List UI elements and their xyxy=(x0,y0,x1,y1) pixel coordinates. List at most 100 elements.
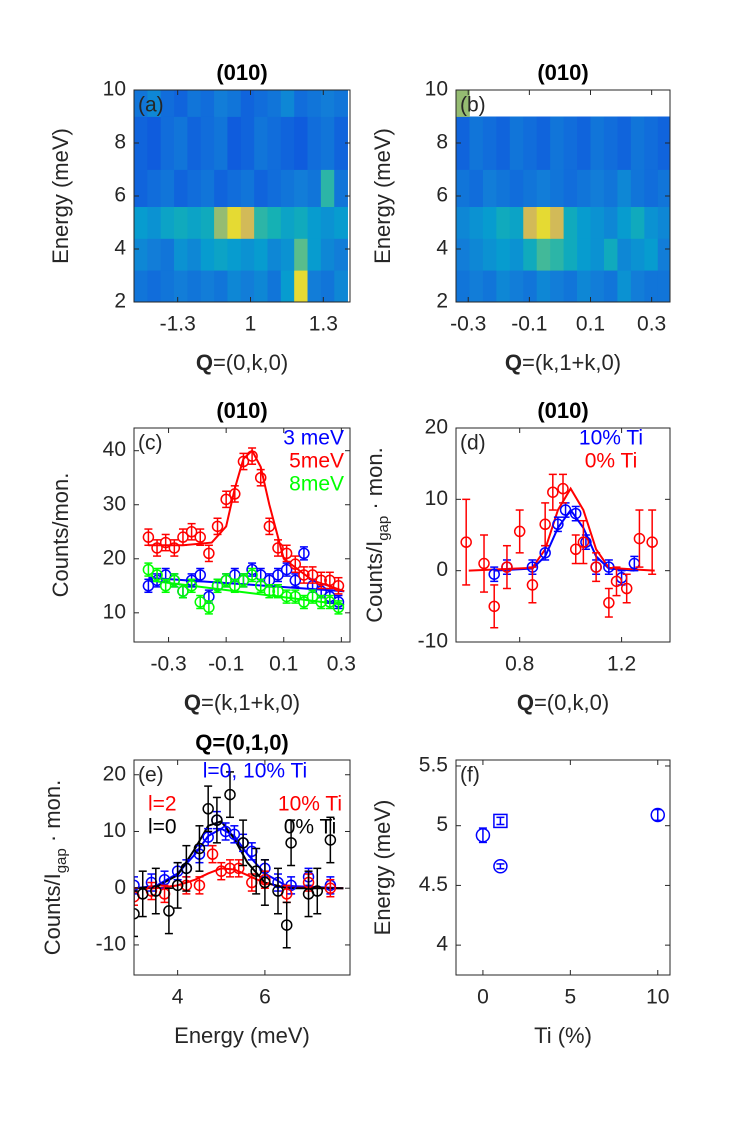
point xyxy=(559,504,572,516)
heatmap-cell xyxy=(603,238,618,271)
y-tick-label: 30 xyxy=(103,492,126,515)
label-part: Q xyxy=(184,690,201,715)
plot-area xyxy=(475,807,666,874)
point xyxy=(526,579,539,591)
point xyxy=(185,526,198,538)
heatmap-cell xyxy=(603,116,618,170)
point xyxy=(250,865,262,877)
heatmap-cell xyxy=(482,116,497,170)
chart-title: Q=(0,1,0) xyxy=(195,730,289,755)
heatmap-cell xyxy=(307,206,322,239)
point xyxy=(263,520,276,533)
point xyxy=(259,876,271,889)
heatmap-cell xyxy=(657,169,670,207)
heatmap-cell xyxy=(267,238,282,271)
label-part: · mon. xyxy=(362,447,387,515)
axis-label: Q=(k,1+k,0) xyxy=(505,350,621,375)
error-bar xyxy=(234,859,243,878)
heatmap-cell xyxy=(200,206,215,239)
point xyxy=(324,574,336,587)
heatmap-cell xyxy=(267,206,282,239)
point xyxy=(289,574,302,587)
heatmap-cell xyxy=(536,238,551,271)
error-bar xyxy=(252,847,261,895)
point xyxy=(298,547,310,560)
heatmap-cell xyxy=(174,116,188,170)
error-bar xyxy=(326,816,335,864)
point xyxy=(168,574,181,587)
x-tick-label: -0.3 xyxy=(450,313,486,336)
heatmap-cell xyxy=(563,169,578,207)
point xyxy=(151,569,163,581)
error-bar xyxy=(173,861,182,909)
panel-letter: (f) xyxy=(460,764,480,787)
heatmap-cell xyxy=(307,270,322,302)
error-bar xyxy=(622,573,631,604)
heatmap-cell xyxy=(334,90,348,117)
label-part: gap xyxy=(53,848,70,873)
point xyxy=(513,525,526,538)
heatmap-cell xyxy=(227,270,242,302)
heatmap-cell xyxy=(550,270,565,302)
heatmap-cell xyxy=(307,116,322,170)
point xyxy=(460,536,472,548)
error-bar xyxy=(204,785,213,833)
x-tick-label: 0.3 xyxy=(327,653,356,676)
heatmap-cell xyxy=(214,238,228,271)
x-tick-label: -0.3 xyxy=(150,653,186,676)
heatmap-cell xyxy=(227,238,242,271)
heatmap-cell xyxy=(160,206,175,239)
heatmap-cell xyxy=(644,206,659,239)
heatmap-cell xyxy=(254,270,268,302)
point xyxy=(254,580,267,592)
heatmap-cell xyxy=(630,238,645,271)
heatmap-cell xyxy=(496,169,511,207)
axis-label: Q=(k,1+k,0) xyxy=(184,690,300,715)
point xyxy=(272,885,284,897)
error-bar xyxy=(260,859,269,906)
heatmap-cell xyxy=(456,206,470,239)
point xyxy=(324,882,337,894)
x-tick-label: 5 xyxy=(564,986,576,1009)
heatmap-cell xyxy=(657,270,670,302)
x-tick-label: 1.2 xyxy=(607,653,636,676)
heatmap-cell xyxy=(240,116,255,170)
point xyxy=(136,888,149,900)
point xyxy=(194,531,206,543)
point xyxy=(203,547,215,560)
heatmap-cell xyxy=(630,206,645,239)
y-tick-label: 10 xyxy=(103,600,126,623)
point xyxy=(224,862,236,875)
point xyxy=(229,580,241,592)
error-bar xyxy=(480,534,489,593)
heatmap-cell xyxy=(577,169,591,207)
heatmap-cell xyxy=(630,116,645,170)
heatmap-cell xyxy=(482,270,497,302)
axis-label: Counts/Igap · mon. xyxy=(362,447,393,622)
error-bar xyxy=(612,566,621,597)
heatmap-cell xyxy=(147,116,162,170)
panel-letter: (a) xyxy=(138,94,164,117)
error-bar xyxy=(282,901,291,949)
point xyxy=(150,885,162,897)
heatmap-cell xyxy=(280,169,295,207)
point xyxy=(142,531,155,543)
error-bar xyxy=(604,587,613,618)
heatmap-cell xyxy=(469,169,484,207)
heatmap-cell xyxy=(482,169,497,207)
y-tick-label: 20 xyxy=(425,416,448,439)
heatmap-cell xyxy=(227,169,242,207)
heatmap-cell xyxy=(550,206,565,239)
error-bar xyxy=(151,867,160,915)
point xyxy=(185,580,198,592)
heatmap-cell xyxy=(577,270,591,302)
error-bar xyxy=(138,870,147,918)
x-tick-label: 0 xyxy=(477,986,489,1009)
heatmap-cell xyxy=(644,116,659,170)
error-bar xyxy=(304,870,313,918)
heatmap-cell xyxy=(134,169,148,207)
panel-letter: (e) xyxy=(138,764,164,787)
legend-entry: 8meV xyxy=(289,473,344,496)
point xyxy=(180,862,193,875)
heatmap-cell xyxy=(496,238,511,271)
